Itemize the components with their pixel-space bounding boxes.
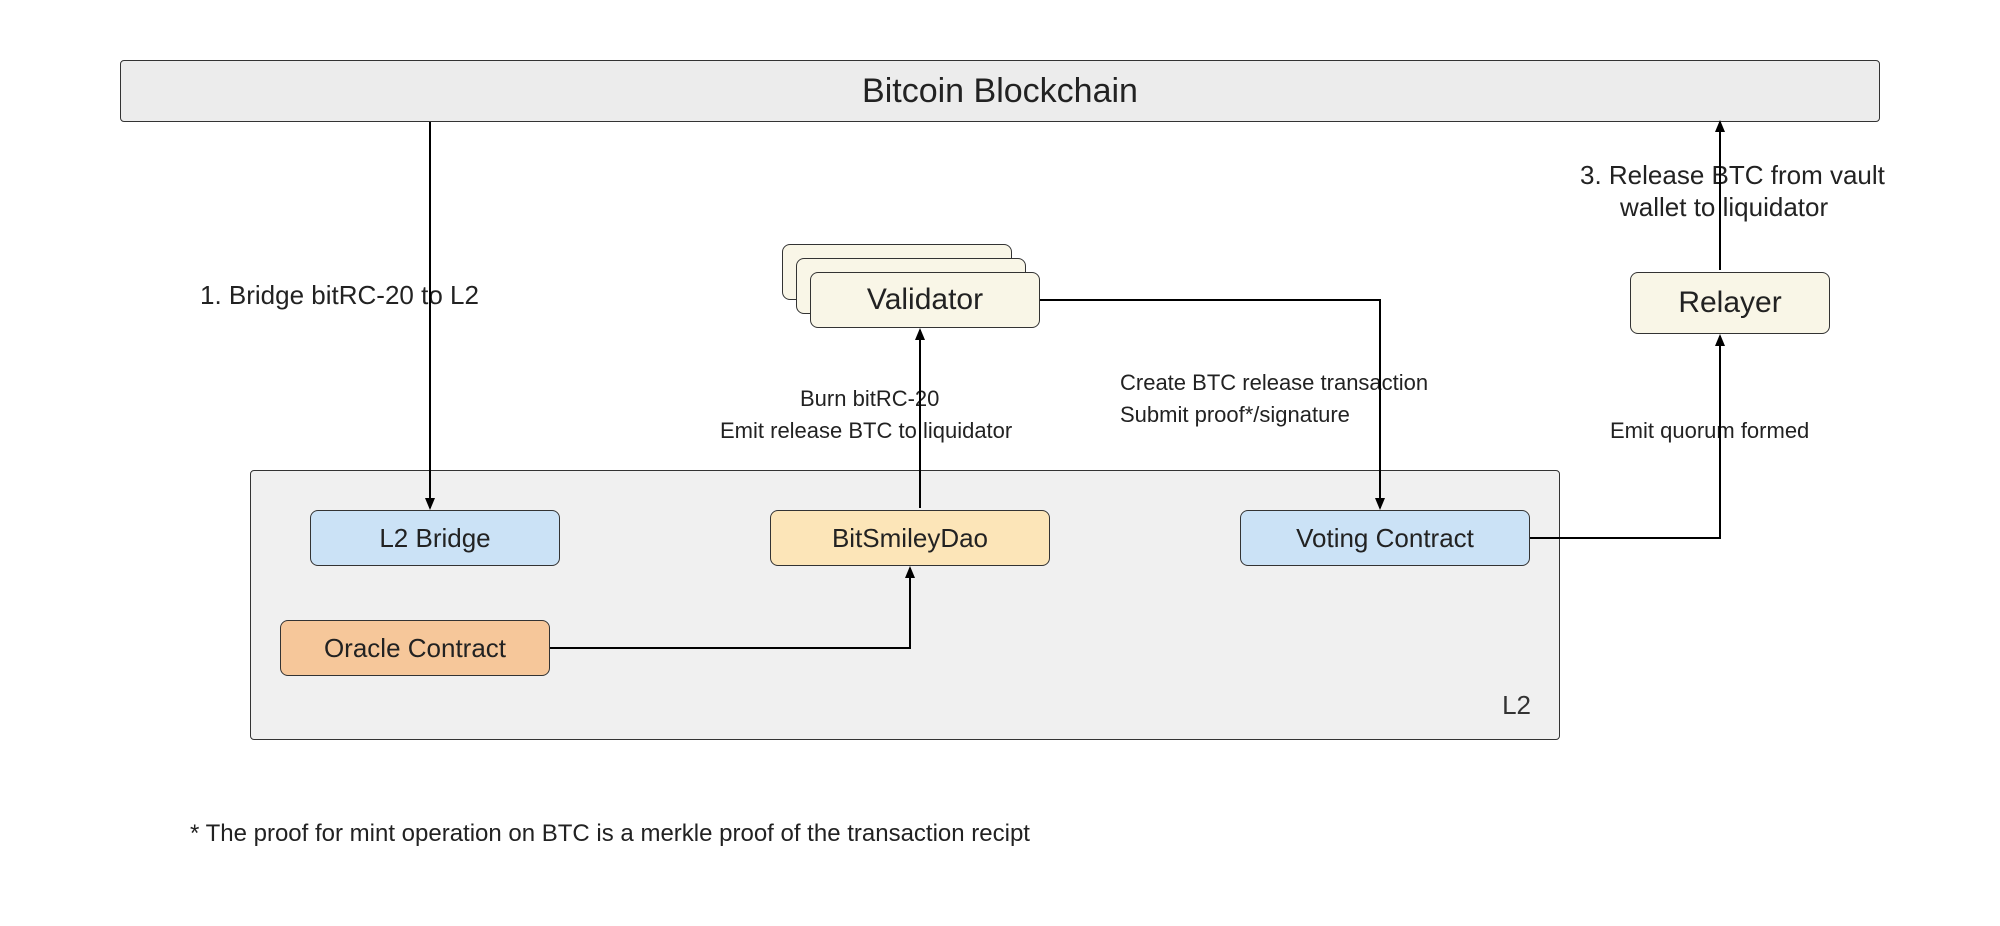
bitsmileydao-box: BitSmileyDao [770,510,1050,566]
bitsmileydao-label: BitSmileyDao [832,523,988,554]
step1-label: 1. Bridge bitRC-20 to L2 [200,280,479,311]
validator-label: Validator [867,283,983,317]
l2-bridge-label: L2 Bridge [379,523,490,554]
bitcoin-blockchain-label: Bitcoin Blockchain [862,72,1138,111]
bitcoin-blockchain-box: Bitcoin Blockchain [120,60,1880,122]
relayer-box: Relayer [1630,272,1830,334]
footnote-label: * The proof for mint operation on BTC is… [190,820,1030,848]
voting-contract-label: Voting Contract [1296,523,1474,554]
oracle-contract-box: Oracle Contract [280,620,550,676]
l2-bridge-box: L2 Bridge [310,510,560,566]
arrows-layer [0,0,2000,926]
burn-label-line2: Emit release BTC to liquidator [720,418,1012,444]
create-label-line2: Submit proof*/signature [1120,402,1350,428]
relayer-label: Relayer [1678,286,1781,320]
create-label-line1: Create BTC release transaction [1120,370,1428,396]
l2-container-label: L2 [1502,690,1531,721]
burn-label-line1: Burn bitRC-20 [800,386,939,412]
emit-quorum-label: Emit quorum formed [1610,418,1809,444]
step3-label-line2: wallet to liquidator [1620,192,1828,223]
validator-box: Validator [810,272,1040,328]
step3-label-line1: 3. Release BTC from vault [1580,160,1885,191]
oracle-contract-label: Oracle Contract [324,633,506,664]
voting-contract-box: Voting Contract [1240,510,1530,566]
diagram-root: Bitcoin Blockchain L2 L2 Bridge Oracle C… [0,0,2000,926]
